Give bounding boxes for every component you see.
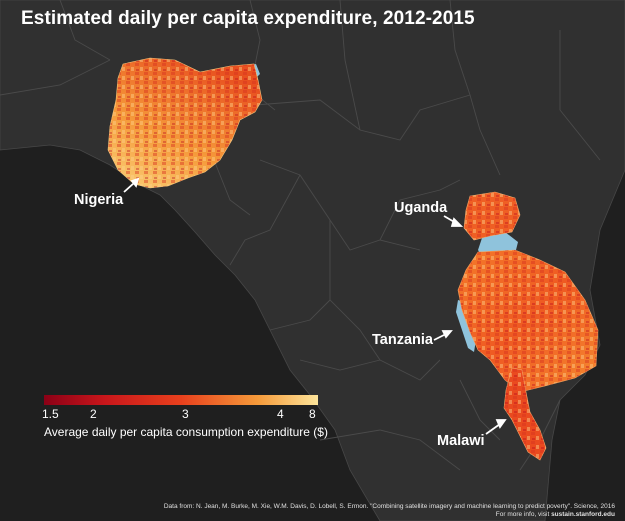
tanzania-region [457,249,599,393]
credit-link[interactable]: sustain.stanford.edu [551,511,615,518]
malawi-arrowhead [495,419,507,429]
malawi-region [503,367,547,461]
legend-tick-2: 2 [90,407,97,421]
credit-line-1: Data from: N. Jean, M. Burke, M. Xie, W.… [163,503,615,510]
lake-tanganyika [456,300,476,352]
nigeria-arrowhead [130,177,140,188]
credit-line-2: For more info, visit sustain.stanford.ed… [496,511,615,518]
country-borders [0,0,601,471]
uganda-arrowhead [450,217,464,227]
label-malawi: Malawi [437,433,485,449]
map-title: Estimated daily per capita expenditure, … [21,8,475,29]
legend-tick-4: 4 [277,407,284,421]
nigeria-arrow [123,182,135,193]
label-uganda: Uganda [394,200,448,216]
tanzania-arrowhead [441,330,453,339]
legend-tick-3: 3 [182,407,189,421]
label-nigeria: Nigeria [74,192,124,208]
legend-color-bar [44,395,318,405]
legend-tick-1-5: 1.5 [42,407,59,421]
uganda-region [463,191,521,241]
credit-prefix: For more info, visit [495,511,552,518]
legend-title: Average daily per capita consumption exp… [44,425,328,439]
label-arrows [123,177,507,435]
legend-tick-8: 8 [309,407,316,421]
label-tanzania: Tanzania [372,332,433,348]
malawi-arrow [485,423,501,435]
nigeria-region [107,57,263,189]
